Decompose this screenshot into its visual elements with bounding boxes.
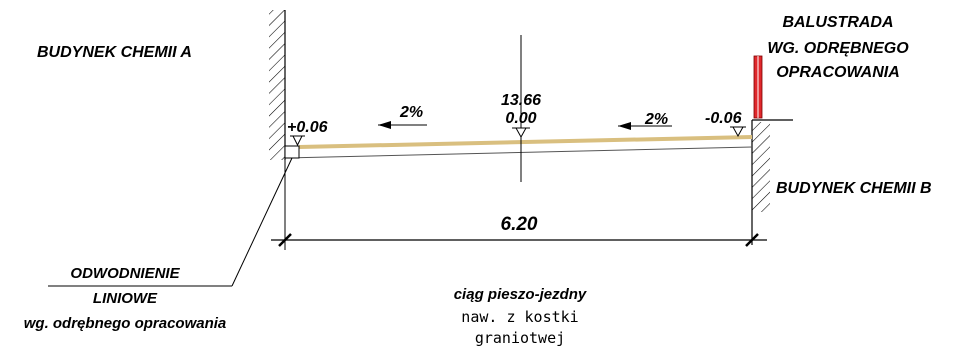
path-surface-label-line2: graniotwej: [475, 329, 565, 347]
railing: [753, 55, 763, 119]
drain-label-line1: ODWODNIENIE: [70, 265, 180, 282]
building-b-label: BUDYNEK CHEMII B: [776, 180, 932, 197]
railing-label-line1: BALUSTRADA: [782, 14, 893, 31]
slope-left-label: 2%: [399, 104, 423, 121]
railing-label-line2: WG. ODRĘBNEGO: [767, 40, 909, 57]
pavement-section: [284, 135, 753, 159]
railing-label-line3: OPRACOWANIA: [776, 64, 900, 81]
dimension-line: [271, 160, 767, 250]
building-a-label: BUDYNEK CHEMII A: [37, 44, 192, 61]
drain-label-line3: wg. odrębnego opracowania: [24, 315, 227, 332]
level-marker-left: [290, 135, 305, 147]
level-center-rel-label: 0.00: [505, 110, 536, 127]
level-marker-center: [512, 127, 530, 139]
pavement-surface: [298, 135, 753, 149]
drain-label-line2: LINIOWE: [93, 290, 158, 307]
linear-drain-channel: [284, 145, 300, 159]
level-marker-right: [730, 126, 746, 138]
path-title-label: ciąg pieszo-jezdny: [454, 286, 587, 303]
building-b-wall: [751, 119, 793, 245]
drain-leader: [48, 157, 293, 287]
level-left-label: +0.06: [287, 119, 328, 136]
path-surface-label-line1: naw. z kostki: [461, 308, 578, 326]
pavement-base-line: [284, 146, 753, 159]
slope-arrow-left: [378, 121, 427, 129]
level-center-abs-label: 13.66: [501, 92, 541, 109]
level-right-label: -0.06: [705, 110, 742, 127]
slope-arrow-right: [618, 122, 672, 130]
slope-right-label: 2%: [644, 111, 668, 128]
building-a-wall: [269, 10, 286, 160]
dimension-width-label: 6.20: [501, 214, 538, 235]
